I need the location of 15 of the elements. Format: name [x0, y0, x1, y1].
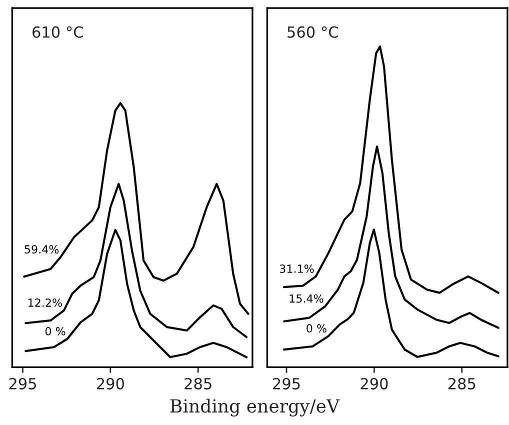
x-tick-label: 290 [96, 378, 124, 390]
series-label: 31.1% [280, 264, 314, 273]
x-axis-title: Binding energy/eV [170, 398, 340, 416]
x-tick-label: 285 [184, 378, 212, 390]
series-label: 0 % [45, 327, 66, 336]
x-tick-label: 285 [448, 378, 476, 390]
x-tick-label: 295 [273, 378, 300, 390]
series-label: 12.2% [28, 298, 62, 307]
series-label: 59.4% [24, 245, 59, 254]
series-label: 15.4% [290, 294, 324, 303]
x-tick-label: 290 [360, 378, 388, 390]
series-label: 0 % [306, 324, 326, 333]
x-tick-label: 295 [9, 378, 36, 390]
chart-title: 610 °C [32, 26, 83, 38]
chart-title: 560 °C [288, 26, 338, 38]
